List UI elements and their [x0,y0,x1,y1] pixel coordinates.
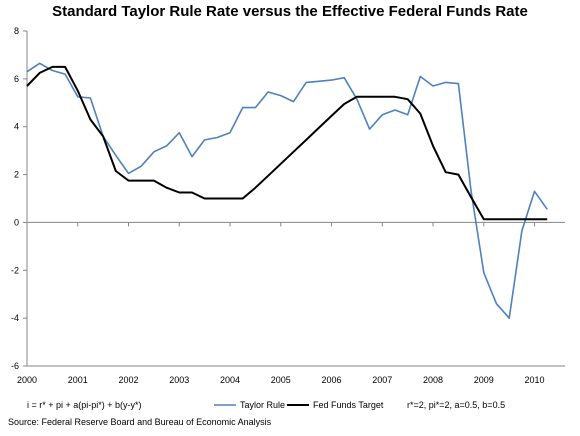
x-tick-label: 2008 [423,375,443,385]
y-tick-label: -2 [11,265,19,275]
x-tick-label: 2009 [474,375,494,385]
y-tick-label: -4 [11,313,19,323]
y-tick-label: 6 [14,74,19,84]
x-tick-label: 2003 [169,375,189,385]
y-tick-label: 4 [14,122,19,132]
x-tick-label: 2010 [525,375,545,385]
chart-title: Standard Taylor Rule Rate versus the Eff… [52,3,528,20]
x-tick-label: 2007 [372,375,392,385]
legend: Taylor Rule Fed Funds Target [214,400,384,410]
formula-text: i = r* + pi + a(pi-pi*) + b(y-y*) [27,400,142,410]
y-tick-label: 8 [14,26,19,36]
x-tick-label: 2006 [322,375,342,385]
x-tick-label: 2002 [118,375,138,385]
x-tick-label: 2005 [271,375,291,385]
x-tick-label: 2001 [68,375,88,385]
y-tick-label: 2 [14,170,19,180]
series-layer [26,62,548,319]
x-axis-ticks: 2000 2001 2002 2003 2004 2005 2006 2007 2008 2009… [17,222,545,385]
x-tick-label: 2004 [220,375,240,385]
y-tick-label: 0 [14,217,19,227]
y-axis-ticks: -6 -4 -2 0 2 4 6 8 [11,26,27,371]
legend-label-taylor-rule: Taylor Rule [240,400,285,410]
x-tick-label: 2000 [17,375,37,385]
source-note: Source: Federal Reserve Board and Bureau… [8,417,272,427]
legend-label-fed-funds-target: Fed Funds Target [313,400,384,410]
parameters-text: r*=2, pi*=2, a=0.5, b=0.5 [407,400,505,410]
y-tick-label: -6 [11,361,19,371]
series-line-fed-funds-target [26,65,548,221]
series-line-taylor-rule [26,62,548,319]
